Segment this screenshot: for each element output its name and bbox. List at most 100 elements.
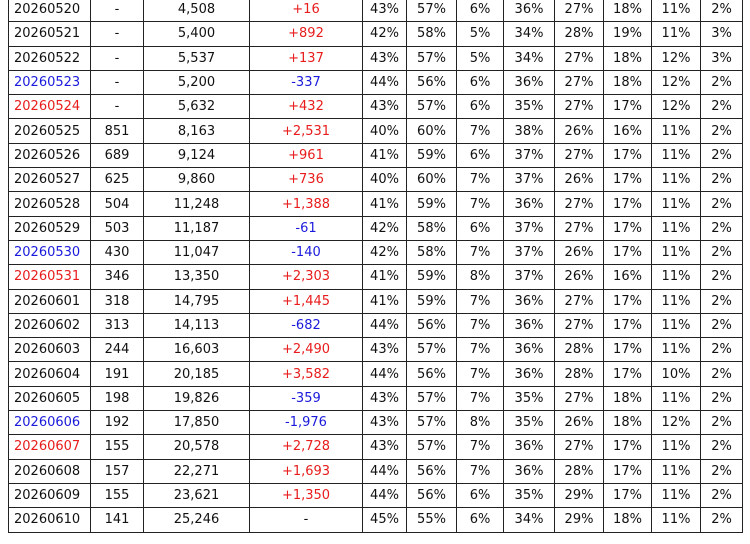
table-row: 20260531 346 13,350 +2,303 41% 59% 8% 37% 26% 16%… [8,264,743,290]
table-row: 20260524-5,632 +432 43% 57% 6% 35% 27% 17% 12% 2% [8,94,743,120]
change-cell: +2,303 [249,264,363,290]
count-cell: 157 [90,458,144,484]
pct-8-cell: 2% [700,191,743,217]
pct-8-cell: 2% [700,337,743,363]
pct-2-cell: 55% [406,507,457,533]
date-cell: 20260520 [8,0,91,23]
pct-8-cell: 2% [700,215,743,241]
change-cell: +1,388 [249,191,363,217]
pct-1-cell: 43% [362,410,407,436]
count-cell: 625 [90,167,144,193]
change-cell: +1,693 [249,458,363,484]
total-cell: 14,113 [143,312,250,339]
table-row: 20260526 689 9,124 +961 41% 59% 6% 37% 27% 17% 11%… [8,142,743,169]
total-cell: 8,163 [143,118,250,144]
count-cell: 198 [90,385,144,412]
pct-1-cell: 43% [362,385,407,412]
pct-1-cell: 43% [362,45,407,71]
pct-3-cell: 7% [456,288,504,314]
pct-4-cell: 37% [503,142,555,169]
pct-5-cell: 27% [554,142,604,169]
date-cell: 20260523 [8,69,91,96]
pct-8-cell: 3% [700,21,743,47]
pct-8-cell: 2% [700,482,743,509]
pct-3-cell: 7% [456,385,504,412]
date-cell: 20260531 [8,264,91,290]
pct-3-cell: 7% [456,337,504,363]
date-cell: 20260604 [8,361,91,387]
pct-2-cell: 59% [406,142,457,169]
date-cell: 20260530 [8,239,91,266]
pct-5-cell: 27% [554,0,604,23]
pct-6-cell: 17% [603,239,652,266]
table-row: 20260520-4,508 +16 43% 57% 6% 36% 27% 18% 11% 2% [8,0,743,23]
pct-3-cell: 6% [456,94,504,120]
pct-3-cell: 8% [456,410,504,436]
pct-4-cell: 36% [503,191,555,217]
pct-8-cell: 2% [700,239,743,266]
pct-5-cell: 26% [554,167,604,193]
pct-6-cell: 16% [603,118,652,144]
pct-4-cell: 36% [503,361,555,387]
pct-5-cell: 27% [554,94,604,120]
pct-5-cell: 27% [554,312,604,339]
total-cell: 9,124 [143,142,250,169]
pct-1-cell: 42% [362,239,407,266]
table-row: 20260604 191 20,185 +3,582 44% 56% 7% 36% 28% 17%… [8,361,743,387]
table-row: 20260605 198 19,826 -359 43% 57% 7% 35% 27% 18% 11… [8,385,743,412]
pct-1-cell: 43% [362,434,407,460]
count-cell: - [90,45,144,71]
pct-7-cell: 11% [651,167,701,193]
pct-4-cell: 34% [503,507,555,533]
pct-3-cell: 6% [456,69,504,96]
pct-8-cell: 2% [700,0,743,23]
count-cell: 155 [90,434,144,460]
pct-3-cell: 5% [456,45,504,71]
change-cell: +3,582 [249,361,363,387]
pct-3-cell: 7% [456,434,504,460]
pct-1-cell: 44% [362,69,407,96]
date-cell: 20260529 [8,215,91,241]
pct-1-cell: 41% [362,264,407,290]
change-cell: - [249,507,363,533]
change-cell: -61 [249,215,363,241]
pct-4-cell: 37% [503,215,555,241]
pct-6-cell: 17% [603,142,652,169]
pct-1-cell: 40% [362,167,407,193]
total-cell: 25,246 [143,507,250,533]
date-cell: 20260607 [8,434,91,460]
change-cell: +16 [249,0,363,23]
pct-4-cell: 36% [503,458,555,484]
pct-6-cell: 19% [603,21,652,47]
pct-8-cell: 2% [700,288,743,314]
total-cell: 11,248 [143,191,250,217]
pct-3-cell: 7% [456,312,504,339]
pct-4-cell: 35% [503,410,555,436]
count-cell: 504 [90,191,144,217]
pct-1-cell: 40% [362,118,407,144]
pct-5-cell: 26% [554,410,604,436]
pct-1-cell: 41% [362,288,407,314]
date-cell: 20260602 [8,312,91,339]
pct-2-cell: 57% [406,0,457,23]
pct-3-cell: 7% [456,361,504,387]
pct-3-cell: 6% [456,215,504,241]
pct-4-cell: 36% [503,0,555,23]
pct-5-cell: 27% [554,191,604,217]
date-cell: 20260525 [8,118,91,144]
pct-4-cell: 38% [503,118,555,144]
change-cell: +1,445 [249,288,363,314]
pct-7-cell: 12% [651,69,701,96]
pct-6-cell: 18% [603,0,652,23]
pct-4-cell: 35% [503,94,555,120]
table-row: 20260522-5,537 +137 43% 57% 5% 34% 27% 18% 12% 3% [8,45,743,71]
count-cell: - [90,21,144,47]
pct-1-cell: 45% [362,507,407,533]
pct-5-cell: 27% [554,215,604,241]
change-cell: +961 [249,142,363,169]
pct-3-cell: 7% [456,239,504,266]
pct-8-cell: 2% [700,507,743,533]
pct-7-cell: 11% [651,312,701,339]
pct-2-cell: 57% [406,385,457,412]
